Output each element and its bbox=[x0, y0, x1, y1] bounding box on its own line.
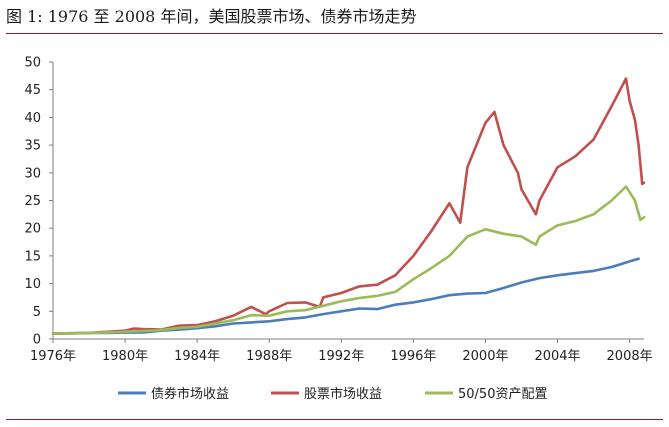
y-axis: 0 5 10 15 20 25 30 35 40 45 50 bbox=[24, 56, 54, 348]
x-tick-label: 1996年 bbox=[390, 349, 436, 364]
x-tick-label: 2000年 bbox=[462, 349, 508, 364]
y-tick-label: 25 bbox=[24, 194, 41, 209]
series-line-1 bbox=[51, 257, 640, 335]
legend-label: 债券市场收益 bbox=[151, 386, 229, 402]
series-line-2 bbox=[51, 77, 646, 335]
x-tick-label: 2004年 bbox=[534, 349, 580, 364]
x-tick-label: 1980年 bbox=[102, 349, 148, 364]
x-tick-label: 1984年 bbox=[174, 349, 220, 364]
figure-title: 图 1: 1976 至 2008 年间，美国股票市场、债券市场走势 bbox=[6, 7, 417, 26]
legend-label: 股票市场收益 bbox=[304, 386, 382, 402]
y-tick-label: 0 bbox=[33, 333, 41, 348]
y-tick-label: 50 bbox=[24, 56, 41, 71]
y-tick-label: 10 bbox=[24, 277, 41, 292]
title-divider bbox=[6, 33, 663, 34]
y-tick-label: 15 bbox=[24, 249, 41, 264]
x-tick-label: 1988年 bbox=[246, 349, 292, 364]
legend-label: 50/50资产配置 bbox=[458, 387, 547, 402]
x-tick-label: 1992年 bbox=[318, 349, 364, 364]
y-tick-label: 20 bbox=[24, 222, 41, 237]
legend: 债券市场收益 股票市场收益 50/50资产配置 bbox=[118, 386, 547, 402]
x-axis: 1976年 1980年 1984年 1988年 1992年 1996年 2000年 2004年… bbox=[30, 338, 653, 364]
y-tick-label: 45 bbox=[24, 83, 41, 98]
series-layer bbox=[51, 77, 646, 335]
series-line-3 bbox=[51, 185, 646, 335]
x-tick-label: 2008年 bbox=[607, 349, 653, 364]
y-tick-label: 35 bbox=[24, 139, 41, 154]
y-tick-label: 30 bbox=[24, 166, 41, 181]
bottom-divider bbox=[6, 419, 663, 420]
y-tick-label: 5 bbox=[33, 305, 41, 320]
y-tick-label: 40 bbox=[24, 111, 41, 126]
x-tick-label: 1976年 bbox=[30, 349, 76, 364]
